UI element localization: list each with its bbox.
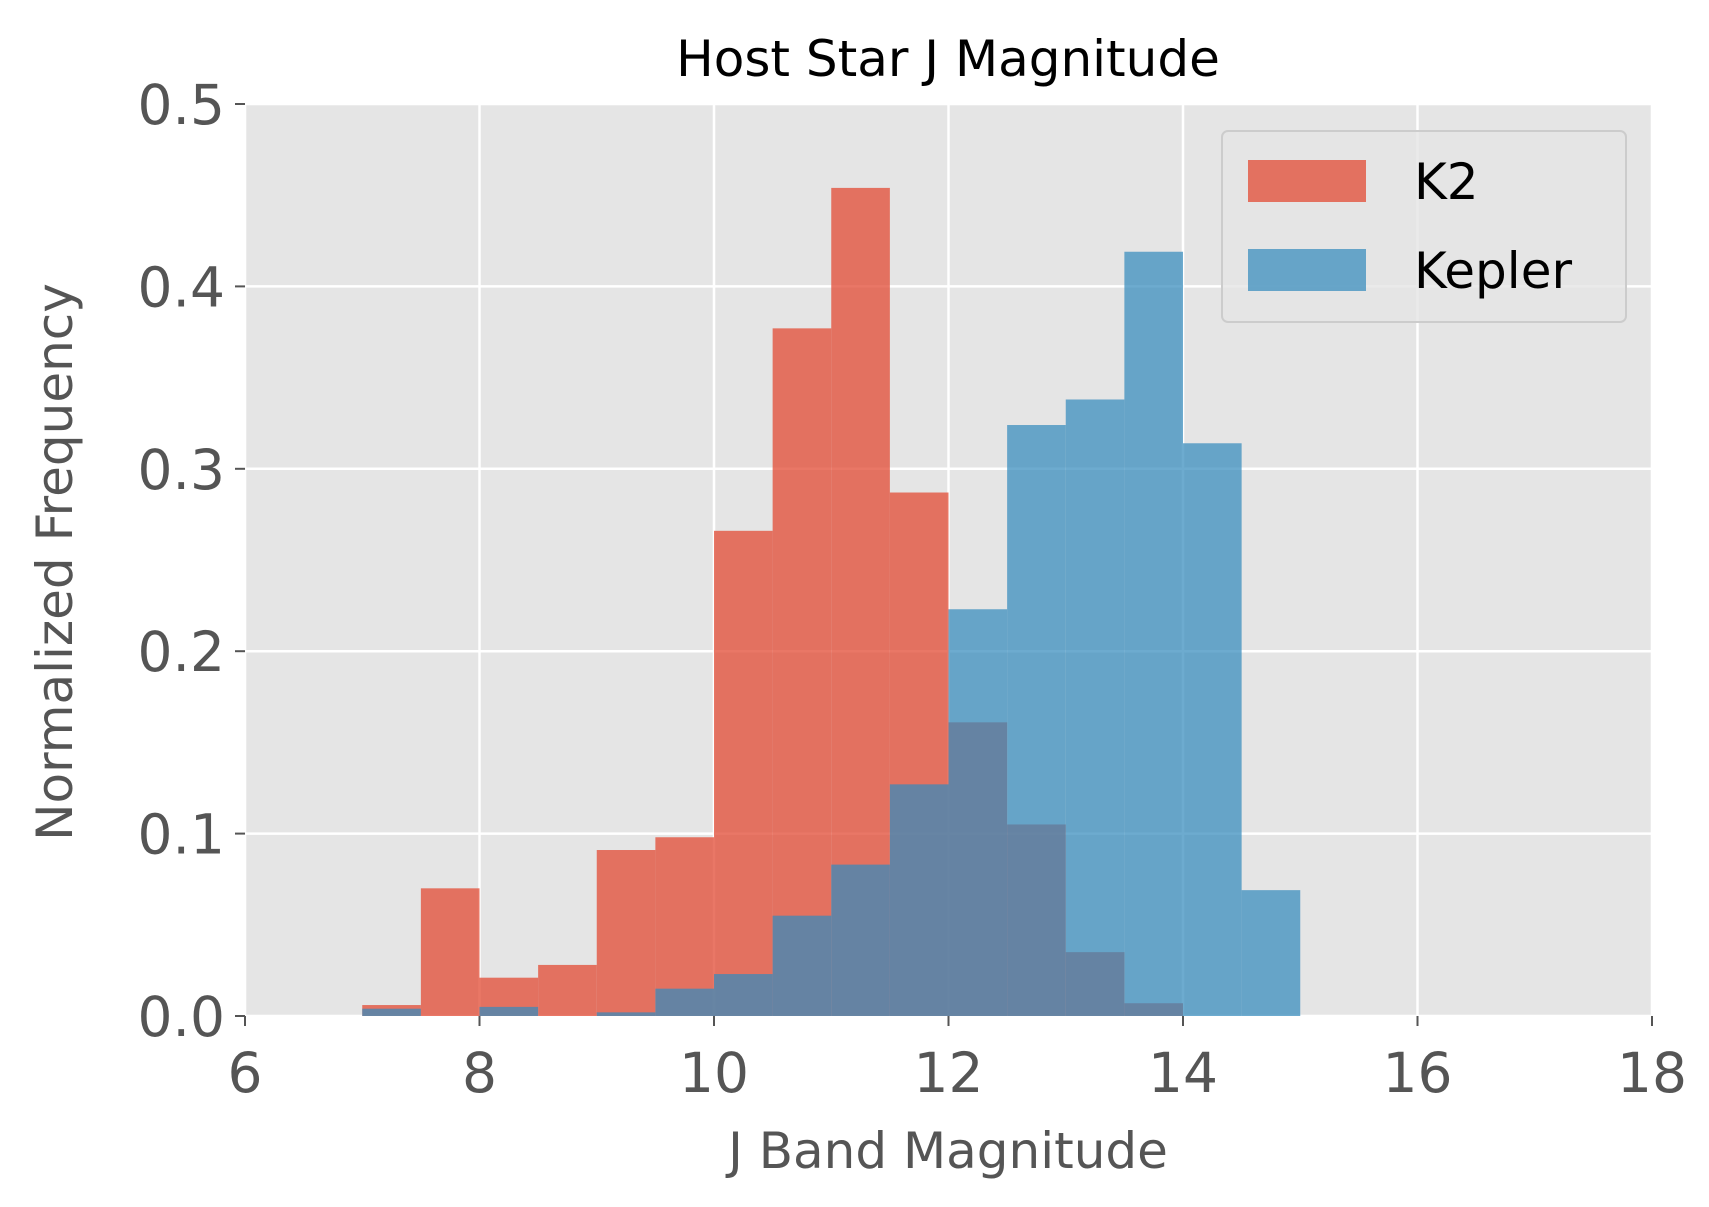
y-tick-label-0: 0.0 <box>138 985 225 1049</box>
x-tick-label-6: 18 <box>1617 1041 1687 1105</box>
legend-swatch-k2 <box>1248 160 1366 202</box>
bar-kepler-13 <box>1124 251 1183 1016</box>
bar-kepler-12 <box>1065 399 1125 1016</box>
x-tick-label-3: 12 <box>914 1041 984 1105</box>
x-axis-label: J Band Magnitude <box>725 1122 1168 1180</box>
x-tick-label-2: 10 <box>679 1041 749 1105</box>
bar-k2-1 <box>420 888 480 1016</box>
bar-k2-4 <box>596 850 656 1016</box>
legend-label-kepler: Kepler <box>1414 242 1572 300</box>
y-tick-label-5: 0.5 <box>138 73 225 137</box>
bar-k2-5 <box>655 837 714 1016</box>
bar-kepler-2 <box>479 1006 539 1016</box>
bar-kepler-6 <box>714 974 773 1016</box>
bar-kepler-8 <box>831 864 890 1016</box>
bar-kepler-4 <box>596 1012 656 1016</box>
x-tick-label-4: 14 <box>1148 1041 1218 1105</box>
bar-kepler-5 <box>655 988 714 1016</box>
y-tick-label-2: 0.2 <box>138 620 225 684</box>
bar-k2-7 <box>772 328 832 1016</box>
legend-swatch-kepler <box>1248 249 1366 291</box>
ticks-layer: 6 8 10 12 14 16 18 0.0 0.1 0.2 0.3 0.4 0.5 <box>138 73 1687 1105</box>
y-tick-label-1: 0.1 <box>138 803 225 867</box>
bar-kepler-10 <box>948 609 1008 1016</box>
chart-title: Host Star J Magnitude <box>676 30 1220 88</box>
bar-k2-6 <box>714 530 773 1016</box>
y-tick-label-4: 0.4 <box>138 255 225 319</box>
bar-k2-3 <box>538 964 597 1016</box>
y-axis-label: Normalized Frequency <box>26 283 84 841</box>
bars-layer <box>362 187 1301 1017</box>
legend-label-k2: K2 <box>1414 153 1479 211</box>
bar-kepler-14 <box>1183 443 1242 1016</box>
legend: K2 Kepler <box>1221 130 1627 323</box>
bar-kepler-15 <box>1241 890 1301 1016</box>
bar-kepler-11 <box>1007 425 1066 1016</box>
x-tick-label-5: 16 <box>1383 1041 1453 1105</box>
bar-kepler-0 <box>362 1008 421 1016</box>
y-tick-label-3: 0.3 <box>138 438 225 502</box>
bar-kepler-7 <box>772 915 832 1016</box>
x-tick-label-1: 8 <box>462 1041 497 1105</box>
x-tick-label-0: 6 <box>228 1041 263 1105</box>
bar-kepler-9 <box>889 784 949 1016</box>
